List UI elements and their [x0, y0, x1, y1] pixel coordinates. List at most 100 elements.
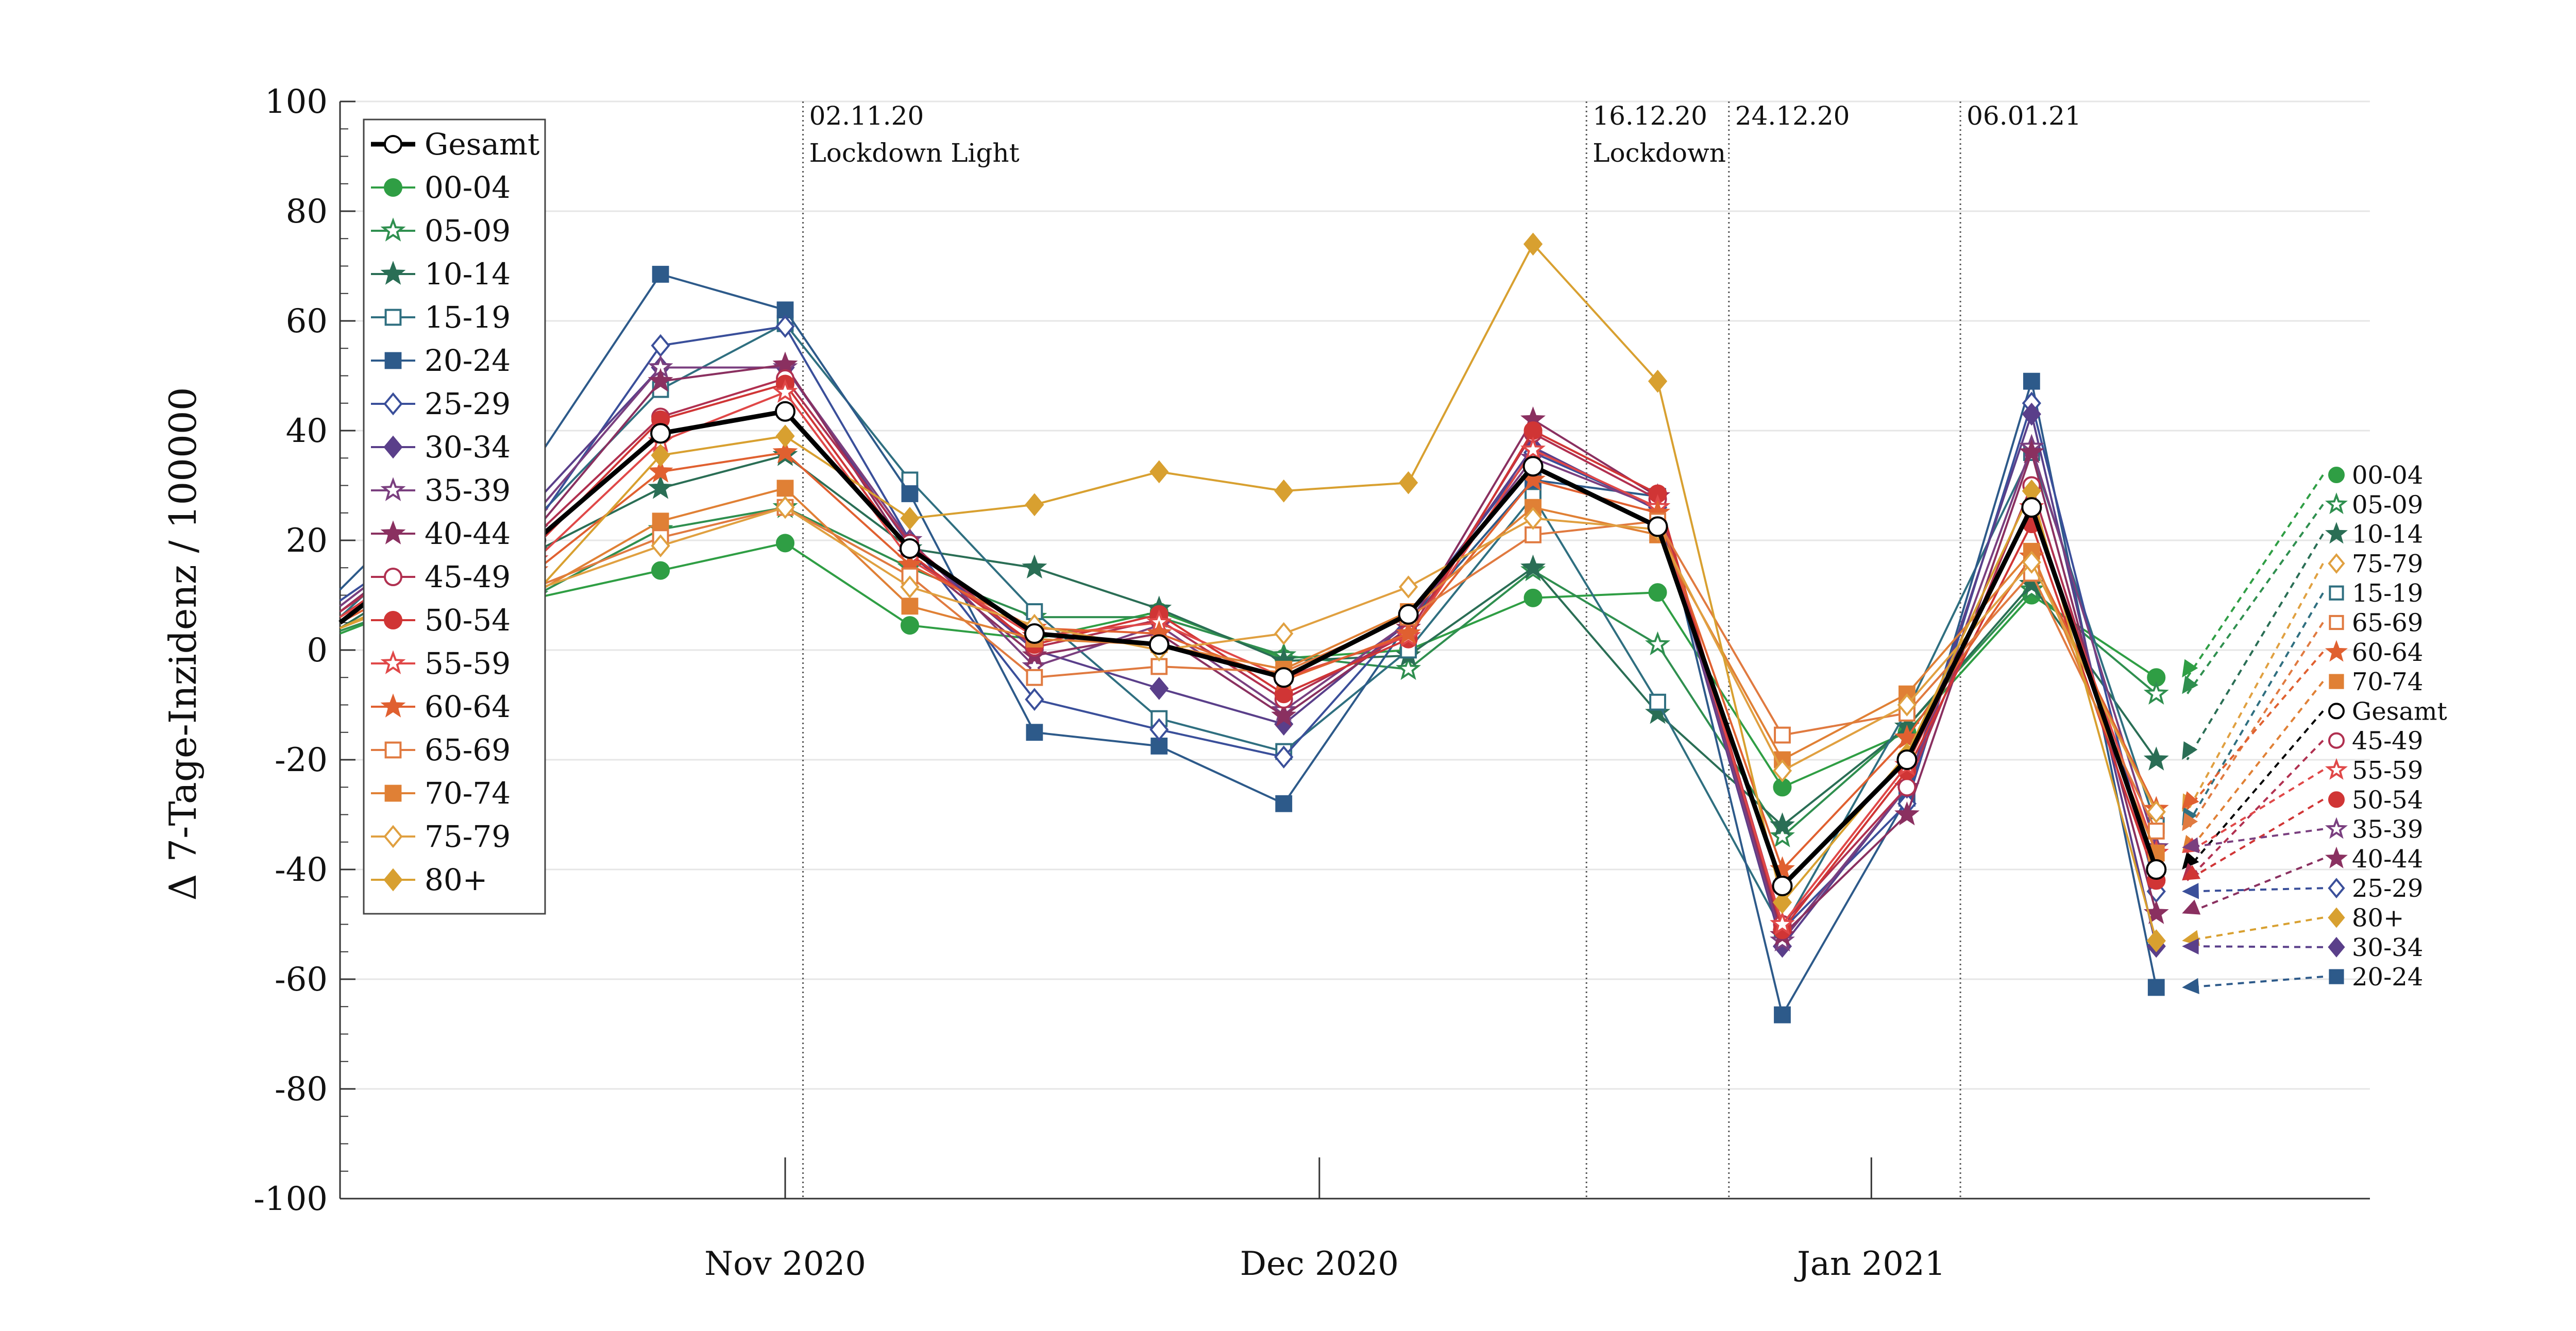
legend-entry-80+[interactable]: 80+ — [371, 862, 487, 897]
pointer-line — [2186, 740, 2324, 881]
series-line — [340, 487, 2158, 854]
legend-entry-Gesamt[interactable]: Gesamt — [371, 127, 539, 162]
legend-entry-55-59[interactable]: 55-59 — [371, 646, 511, 681]
data-point — [1274, 479, 1294, 503]
right-label-65-69: 65-69 — [2182, 609, 2423, 832]
legend-swatch-marker — [383, 392, 403, 416]
data-point — [1648, 583, 1667, 602]
data-point — [776, 534, 795, 553]
right-label-text: 15-19 — [2352, 579, 2423, 608]
legend-entry-00-04[interactable]: 00-04 — [371, 170, 511, 205]
data-point — [776, 480, 794, 497]
right-label-70-74: 70-74 — [2182, 668, 2423, 854]
data-point — [1025, 688, 1044, 711]
legend-entry-10-14[interactable]: 10-14 — [371, 257, 511, 292]
legend-swatch-marker — [384, 135, 402, 153]
data-point — [1149, 460, 1169, 484]
data-point — [1149, 677, 1169, 700]
legend-entry-75-79[interactable]: 75-79 — [371, 819, 511, 854]
legend-entry-35-39[interactable]: 35-39 — [371, 473, 511, 508]
data-point — [648, 368, 673, 392]
data-point — [1772, 891, 1792, 914]
legend-swatch-marker — [384, 784, 402, 802]
right-label-55-59: 55-59 — [2182, 756, 2423, 854]
right-label-marker — [2325, 522, 2348, 544]
right-label-text: 70-74 — [2352, 668, 2423, 696]
legend-label: 55-59 — [425, 646, 511, 681]
x-tick-label: Dec 2020 — [1240, 1245, 1399, 1283]
legend-label: 65-69 — [425, 732, 511, 767]
pointer-arrowhead — [2182, 865, 2201, 881]
legend-entry-45-49[interactable]: 45-49 — [371, 559, 511, 594]
data-point — [652, 513, 669, 530]
series-line — [340, 506, 2158, 813]
data-point — [1396, 620, 1421, 644]
data-point — [1772, 875, 1793, 896]
legend-entry-30-34[interactable]: 30-34 — [371, 430, 511, 465]
data-point — [2146, 859, 2167, 880]
legend-label: 60-64 — [425, 689, 511, 724]
legend-label: 00-04 — [425, 170, 511, 205]
right-label-marker — [2325, 492, 2348, 515]
right-label-00-04: 00-04 — [2182, 461, 2423, 678]
data-point — [900, 507, 920, 530]
right-label-text: 20-24 — [2352, 963, 2423, 992]
legend-entry-15-19[interactable]: 15-19 — [371, 300, 511, 335]
data-point — [2146, 800, 2166, 824]
event-label: Lockdown Light — [809, 138, 1020, 168]
legend-entry-05-09[interactable]: 05-09 — [371, 213, 511, 248]
y-tick-label: 60 — [286, 302, 328, 340]
right-label-marker — [2329, 674, 2344, 689]
legend[interactable]: Gesamt 00-04 05-09 10-14 15-19 20-24 25-29 30-3… — [363, 118, 546, 915]
series-80+ — [340, 232, 2166, 952]
right-label-marker — [2328, 553, 2345, 574]
pointer-arrowhead — [2182, 938, 2199, 954]
y-axis-title: Δ 7-Tage-Inzidenz / 100000 — [161, 387, 205, 900]
right-label-marker — [2325, 640, 2348, 662]
right-label-marker — [2325, 846, 2348, 868]
series-line — [339, 364, 2158, 936]
right-label-text: 30-34 — [2352, 933, 2423, 962]
data-point — [1647, 516, 1668, 537]
data-point — [652, 266, 669, 283]
data-point — [1271, 703, 1297, 727]
right-label-marker — [2329, 615, 2344, 630]
data-point — [651, 443, 670, 467]
series-line — [339, 366, 2158, 948]
pointer-arrowhead — [2182, 978, 2199, 995]
data-point — [1399, 471, 1418, 494]
data-point — [1894, 801, 1920, 826]
data-point — [1022, 554, 1047, 578]
data-point — [1275, 795, 1293, 812]
legend-label: 50-54 — [425, 603, 511, 638]
legend-entry-70-74[interactable]: 70-74 — [371, 776, 511, 811]
legend-entry-60-64[interactable]: 60-64 — [371, 689, 511, 724]
pointer-arrowhead — [2182, 741, 2198, 760]
legend-entry-25-29[interactable]: 25-29 — [371, 386, 511, 421]
right-label-marker — [2328, 936, 2345, 958]
legend-entry-40-44[interactable]: 40-44 — [371, 516, 511, 551]
legend-entry-50-54[interactable]: 50-54 — [371, 603, 511, 638]
right-label-marker — [2329, 585, 2344, 601]
right-label-marker — [2325, 817, 2348, 839]
series-line — [339, 366, 2158, 942]
data-point — [2019, 439, 2044, 464]
data-point — [1770, 823, 1795, 847]
right-label-marker — [2328, 703, 2345, 720]
legend-label: 10-14 — [425, 257, 511, 292]
legend-label: 05-09 — [425, 213, 511, 248]
right-label-10-14: 10-14 — [2182, 520, 2423, 761]
data-point — [1523, 421, 1543, 440]
pointer-line — [2186, 651, 2324, 810]
legend-entry-20-24[interactable]: 20-24 — [371, 343, 511, 378]
legend-entry-65-69[interactable]: 65-69 — [371, 732, 511, 767]
data-point — [2143, 680, 2169, 705]
y-tick-label: -80 — [275, 1070, 328, 1108]
pointer-line — [2186, 680, 2324, 854]
legend-box — [363, 118, 546, 915]
legend-swatch-marker — [384, 741, 402, 759]
pointer-arrowhead — [2182, 812, 2198, 831]
data-point — [1520, 554, 1546, 578]
right-label-text: 10-14 — [2352, 520, 2423, 549]
